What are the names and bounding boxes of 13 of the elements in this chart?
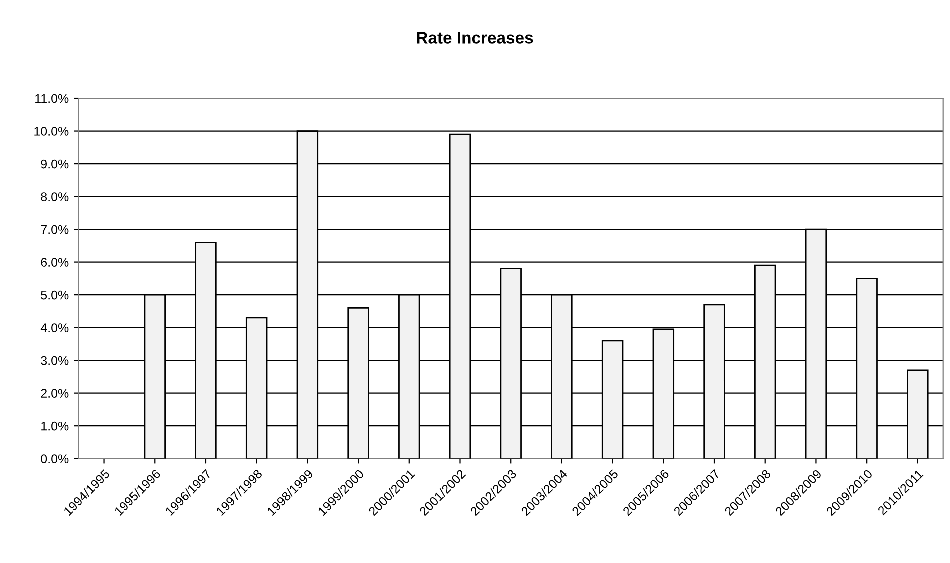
y-tick-label: 3.0% bbox=[41, 356, 69, 366]
y-tick-label: 5.0% bbox=[41, 290, 69, 300]
y-tick-label: 9.0% bbox=[41, 160, 69, 169]
y-tick-label: 10.0% bbox=[34, 127, 69, 136]
y-tick-label: 0.0% bbox=[41, 454, 69, 464]
y-tick-label: 11.0% bbox=[36, 94, 69, 104]
y-tick-label: 1.0% bbox=[42, 422, 69, 431]
chart-title: Rate Increases bbox=[417, 32, 534, 44]
y-tick-label: 8.0% bbox=[41, 192, 69, 202]
y-tick-label: 7.0% bbox=[41, 225, 69, 234]
y-tick-label: 4.0% bbox=[40, 324, 69, 332]
y-tick-label: 2.0% bbox=[41, 389, 69, 398]
y-tick-label: 6.0% bbox=[41, 258, 69, 267]
